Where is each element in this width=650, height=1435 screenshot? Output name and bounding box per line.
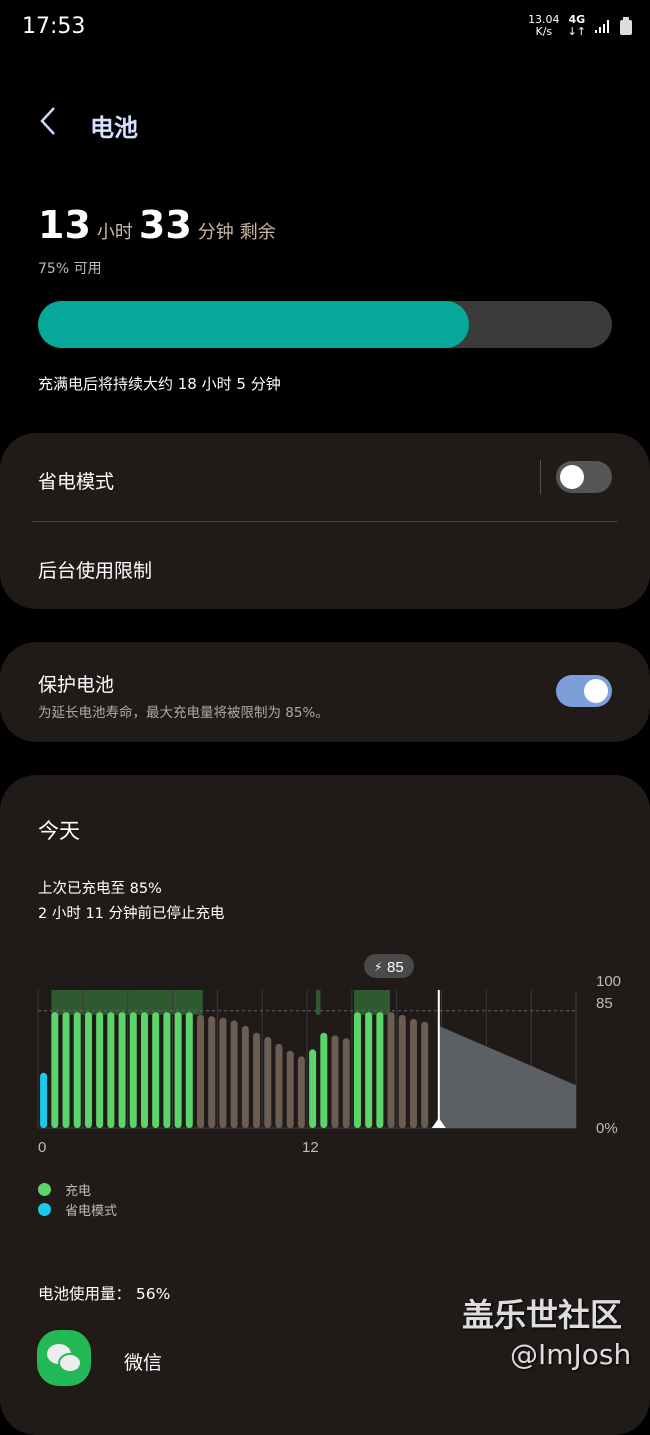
battery-bar	[297, 1056, 305, 1128]
network-label: 4G	[568, 13, 586, 26]
battery-bar	[73, 1012, 81, 1128]
back-button[interactable]	[36, 104, 60, 146]
minutes-unit: 分钟	[197, 222, 234, 243]
bolt-icon: ⚡	[374, 960, 382, 974]
net-speed-value: 13.04	[528, 13, 560, 26]
protect-battery-description: 为延长电池寿命，最大充电量将被限制为 85%。	[38, 705, 329, 721]
protect-battery-toggle[interactable]	[556, 675, 612, 707]
minutes-value: 33	[138, 203, 192, 247]
battery-bar	[152, 1012, 160, 1128]
power-saving-toggle[interactable]	[556, 461, 612, 493]
legend-dot	[38, 1203, 51, 1216]
current-time-triangle	[431, 1118, 446, 1128]
battery-bar	[163, 1012, 171, 1128]
predicted-usage-area	[438, 1025, 576, 1128]
tooltip-value: 85	[387, 959, 404, 976]
battery-bar	[118, 1012, 126, 1128]
divider	[32, 521, 618, 522]
battery-bar	[241, 1025, 249, 1128]
background-limits-item[interactable]: 后台使用限制	[38, 560, 153, 582]
x-tick-label: 12	[302, 1139, 319, 1156]
y-tick-label: 0%	[596, 1120, 618, 1137]
battery-bar	[51, 1012, 59, 1128]
watermark-title: 盖乐世社区	[462, 1296, 623, 1334]
app-name[interactable]: 微信	[124, 1352, 163, 1374]
battery-usage-chart: 0 12 100 85 0% ⚡ 85	[37, 954, 621, 1156]
today-title: 今天	[38, 819, 80, 843]
legend-label: 省电模式	[65, 1204, 118, 1219]
battery-bar	[286, 1050, 294, 1128]
battery-icon	[620, 17, 632, 35]
battery-level-fill	[38, 301, 469, 348]
time-remaining: 13 小时 33 分钟 剩余	[38, 203, 276, 247]
battery-bar	[219, 1017, 227, 1128]
battery-bar	[398, 1014, 406, 1128]
status-icons: 13.04 K/s 4G ↓↑	[528, 14, 632, 38]
full-charge-estimate: 充满电后将持续大约 18 小时 5 分钟	[38, 375, 281, 393]
stopped-charging: 2 小时 11 分钟前已停止充电	[38, 906, 225, 922]
battery-bar	[309, 1049, 317, 1128]
battery-bar	[62, 1012, 70, 1128]
battery-bar	[174, 1012, 182, 1128]
battery-bar	[342, 1038, 350, 1128]
charge-limit-tooltip: ⚡ 85	[364, 954, 414, 978]
charging-period-band	[354, 990, 390, 1015]
data-arrows-icon: ↓↑	[567, 25, 586, 38]
legend-label: 充电	[65, 1184, 92, 1199]
legend-item-power-saving: 省电模式	[38, 1200, 117, 1219]
battery-bar	[275, 1043, 283, 1128]
battery-bar	[96, 1012, 104, 1128]
last-charged: 上次已充电至 85%	[38, 881, 162, 897]
y-tick-label: 100	[596, 973, 621, 990]
wechat-icon[interactable]	[37, 1330, 91, 1386]
power-saving-card: 省电模式 后台使用限制	[0, 433, 650, 609]
battery-bar	[365, 1012, 373, 1128]
battery-bar	[376, 1012, 384, 1128]
legend-item-charging: 充电	[38, 1180, 91, 1199]
battery-bar	[387, 1012, 395, 1128]
power-saving-row[interactable]: 省电模式	[0, 433, 650, 521]
network-type: 4G ↓↑	[568, 14, 586, 38]
battery-usage-total: 电池使用量： 56%	[38, 1285, 171, 1303]
battery-bar	[197, 1014, 205, 1128]
protect-battery-card[interactable]: 保护电池 为延长电池寿命，最大充电量将被限制为 85%。	[0, 642, 650, 742]
battery-bar	[208, 1016, 216, 1128]
battery-bar	[84, 1012, 92, 1128]
battery-level-bar	[38, 301, 612, 348]
net-speed: 13.04 K/s	[528, 14, 560, 38]
watermark-handle: @ImJosh	[510, 1338, 632, 1371]
legend-dot	[38, 1183, 51, 1196]
battery-bar	[331, 1035, 339, 1128]
battery-bar	[264, 1036, 272, 1128]
power-saving-label: 省电模式	[38, 471, 115, 493]
protect-battery-label: 保护电池	[38, 674, 115, 696]
hours-unit: 小时	[96, 222, 133, 243]
wechat-bubbles-icon	[47, 1344, 82, 1373]
net-speed-unit: K/s	[535, 25, 553, 38]
battery-bar	[253, 1032, 261, 1128]
battery-bar	[140, 1012, 148, 1128]
battery-bar	[185, 1012, 193, 1128]
battery-bar	[353, 1012, 361, 1128]
battery-bar	[421, 1021, 429, 1128]
hours-value: 13	[38, 203, 91, 247]
status-time: 17:53	[22, 14, 86, 39]
battery-bar	[409, 1018, 417, 1128]
signal-bars-icon	[595, 20, 609, 33]
battery-bar	[230, 1020, 238, 1128]
divider	[540, 460, 541, 494]
x-tick-label: 0	[38, 1139, 46, 1156]
battery-bar	[40, 1072, 48, 1128]
battery-bar	[107, 1012, 115, 1128]
remaining-label: 剩余	[239, 222, 276, 243]
charging-period-band	[315, 990, 321, 1015]
battery-bar	[320, 1032, 328, 1128]
battery-bar	[129, 1012, 137, 1128]
page-title: 电池	[90, 114, 138, 142]
chevron-left-icon	[40, 107, 55, 135]
available-percent: 75% 可用	[38, 261, 102, 277]
y-tick-label: 85	[596, 995, 613, 1012]
